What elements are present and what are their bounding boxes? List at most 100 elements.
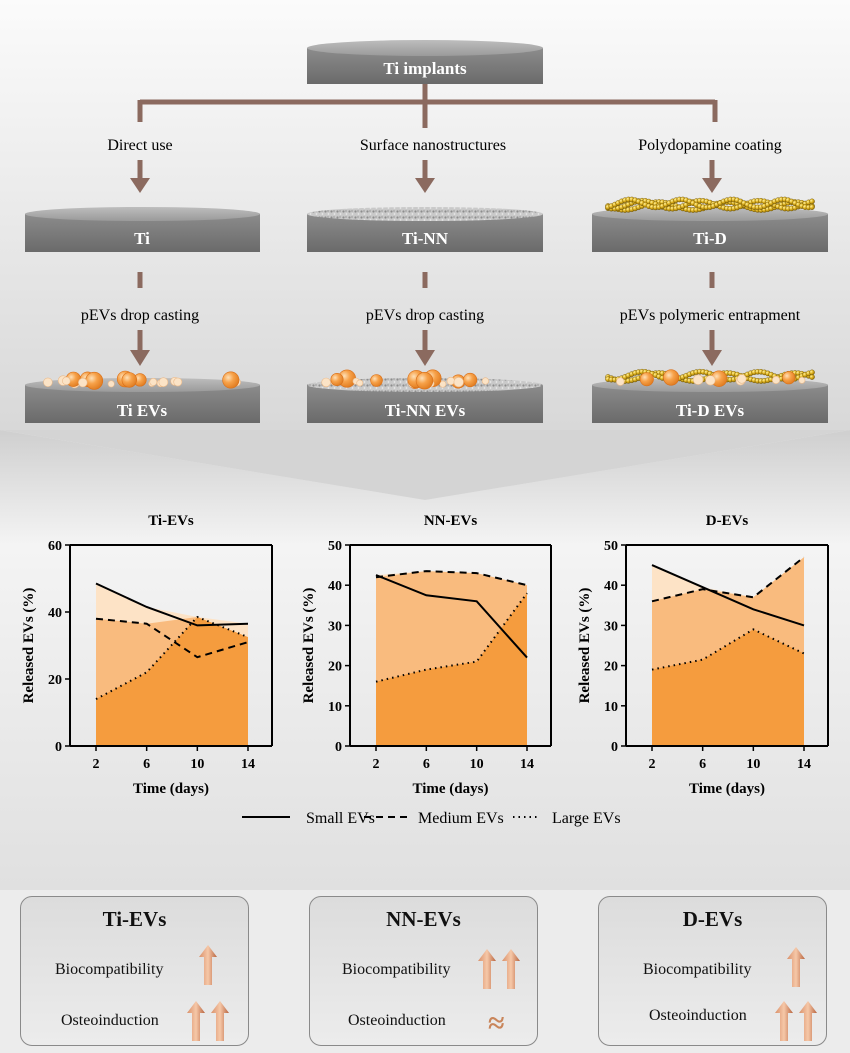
y-tick-label: 20 (328, 660, 342, 675)
x-axis-label: Time (days) (689, 781, 765, 797)
method-label-nano: Surface nanostructures (360, 137, 506, 154)
summary-panel-ti: Ti-EVs Biocompatibility Osteoinduction (20, 896, 249, 1046)
y-tick-label: 10 (604, 700, 618, 715)
up-arrow-icon (787, 947, 805, 987)
x-tick-label: 10 (470, 757, 484, 772)
arrows-to-surfaces (130, 160, 722, 193)
x-tick-label: 2 (373, 757, 380, 772)
series-line-large-evs (95, 615, 249, 700)
method-label-pda: Polydopamine coating (638, 137, 782, 154)
load-label-nn: pEVs drop casting (366, 307, 484, 324)
y-tick-label: 20 (48, 673, 62, 688)
up-arrow-icon (775, 1001, 793, 1041)
series-line-medium-evs (95, 617, 249, 659)
up-arrow-icon (478, 949, 496, 989)
ev-particle (62, 376, 71, 386)
biocompatibility-label: Biocompatibility (342, 961, 451, 978)
method-label-direct: Direct use (107, 137, 172, 154)
load-label-d: pEVs polymeric entrapment (620, 307, 801, 324)
x-tick-label: 6 (699, 757, 706, 772)
y-tick-label: 60 (48, 539, 62, 554)
y-tick-label: 30 (604, 619, 618, 634)
ev-particle (798, 376, 806, 384)
ev-particle (705, 375, 716, 386)
polydopamine-chains (605, 196, 815, 213)
figure-svg: Ti implants Direct use Surface nanostruc… (0, 0, 850, 890)
x-tick-label: 6 (423, 757, 430, 772)
up-arrow-icon (211, 1001, 229, 1041)
disc-ti-label: Ti (134, 229, 150, 248)
up-arrow-icon (799, 1001, 817, 1041)
y-tick-label: 40 (48, 606, 62, 621)
ev-particle (737, 374, 747, 384)
ev-particle (481, 377, 490, 385)
up-arrow-icon (502, 949, 520, 989)
ev-particle (107, 380, 115, 388)
ev-particle (692, 374, 704, 385)
ev-particle (158, 377, 169, 388)
x-tick-label: 14 (797, 757, 811, 772)
polydopamine-ev-mix (605, 368, 815, 387)
ev-particle (616, 377, 625, 386)
summary-title: D-EVs (682, 907, 743, 931)
ev-particle (639, 372, 654, 387)
chart-title: D-EVs (706, 513, 749, 529)
ev-particle (149, 377, 158, 386)
y-tick-label: 30 (328, 619, 342, 634)
disc-ti-evs-label: Ti EVs (117, 401, 168, 420)
biocompatibility-label: Biocompatibility (55, 961, 164, 978)
legend-label-medium: Medium EVs (418, 810, 504, 827)
up-arrow-icon (199, 945, 217, 985)
y-tick-label: 50 (604, 539, 618, 554)
ev-particles-nn (321, 369, 490, 390)
ev-particle (330, 372, 344, 386)
chart-d-evs: 0 10 20 30 40 50 2 6 10 14 D-EVs Time (days) Release… (577, 513, 829, 797)
disc-ti-d-evs-label: Ti-D EVs (676, 401, 745, 420)
chart-legend: Small EVs Medium EVs Large EVs (242, 810, 621, 827)
top-disc-label: Ti implants (383, 59, 467, 78)
ev-particles-ti (43, 370, 241, 390)
ev-particle (321, 377, 331, 388)
disc-ti-nn: Ti-NN (307, 207, 543, 252)
y-tick-label: 0 (611, 740, 618, 755)
series-line-small-evs (375, 574, 528, 659)
series-line-small-evs (95, 582, 249, 627)
chart-nn-evs: 0 10 20 30 40 50 2 6 10 14 NN-EVs Time (days) Releas… (301, 513, 552, 797)
chart-title: NN-EVs (424, 513, 477, 529)
summary-panel-nn: NN-EVs Biocompatibility Osteoinduction ≈ (309, 896, 538, 1046)
biocompatibility-label: Biocompatibility (643, 961, 752, 978)
ev-particle (439, 380, 447, 388)
osteoinduction-label: Osteoinduction (348, 1012, 446, 1029)
ev-particle (173, 377, 183, 387)
area-layer-2 (376, 593, 527, 746)
y-tick-label: 0 (335, 740, 342, 755)
approx-equal-icon: ≈ (488, 1007, 505, 1040)
summary-panel-d: D-EVs Biocompatibility Osteoinduction (598, 896, 827, 1046)
chart-ti-evs: 0 20 40 60 2 6 10 14 Ti-EVs Time (days) Released E… (21, 513, 273, 797)
chart-title: Ti-EVs (148, 513, 194, 529)
summary-title: Ti-EVs (102, 907, 167, 931)
ev-particle (415, 372, 434, 390)
ev-particle (446, 376, 455, 386)
disc-ti-nn-label: Ti-NN (402, 229, 449, 248)
disc-ti-d-label: Ti-D (693, 229, 727, 248)
area-layer-2 (96, 617, 248, 746)
area-layer-2 (652, 629, 804, 746)
disc-ti: Ti (25, 207, 260, 252)
y-tick-label: 10 (328, 700, 342, 715)
legend-label-small: Small EVs (306, 810, 375, 827)
disc-ti-nn-evs-label: Ti-NN EVs (385, 401, 466, 420)
ev-particle (222, 371, 240, 389)
disc-ti-nn-evs: Ti-NN EVs (307, 369, 543, 423)
series-line-large-evs (375, 592, 528, 683)
y-tick-label: 20 (604, 660, 618, 675)
y-tick-label: 40 (328, 579, 342, 594)
chevron-shape (0, 430, 850, 500)
osteoinduction-label: Osteoinduction (61, 1012, 159, 1029)
y-axis-label: Released EVs (%) (21, 588, 37, 704)
ev-particle (463, 372, 478, 388)
pda-bead (809, 369, 815, 376)
y-tick-label: 50 (328, 539, 342, 554)
ev-particle (771, 375, 780, 384)
